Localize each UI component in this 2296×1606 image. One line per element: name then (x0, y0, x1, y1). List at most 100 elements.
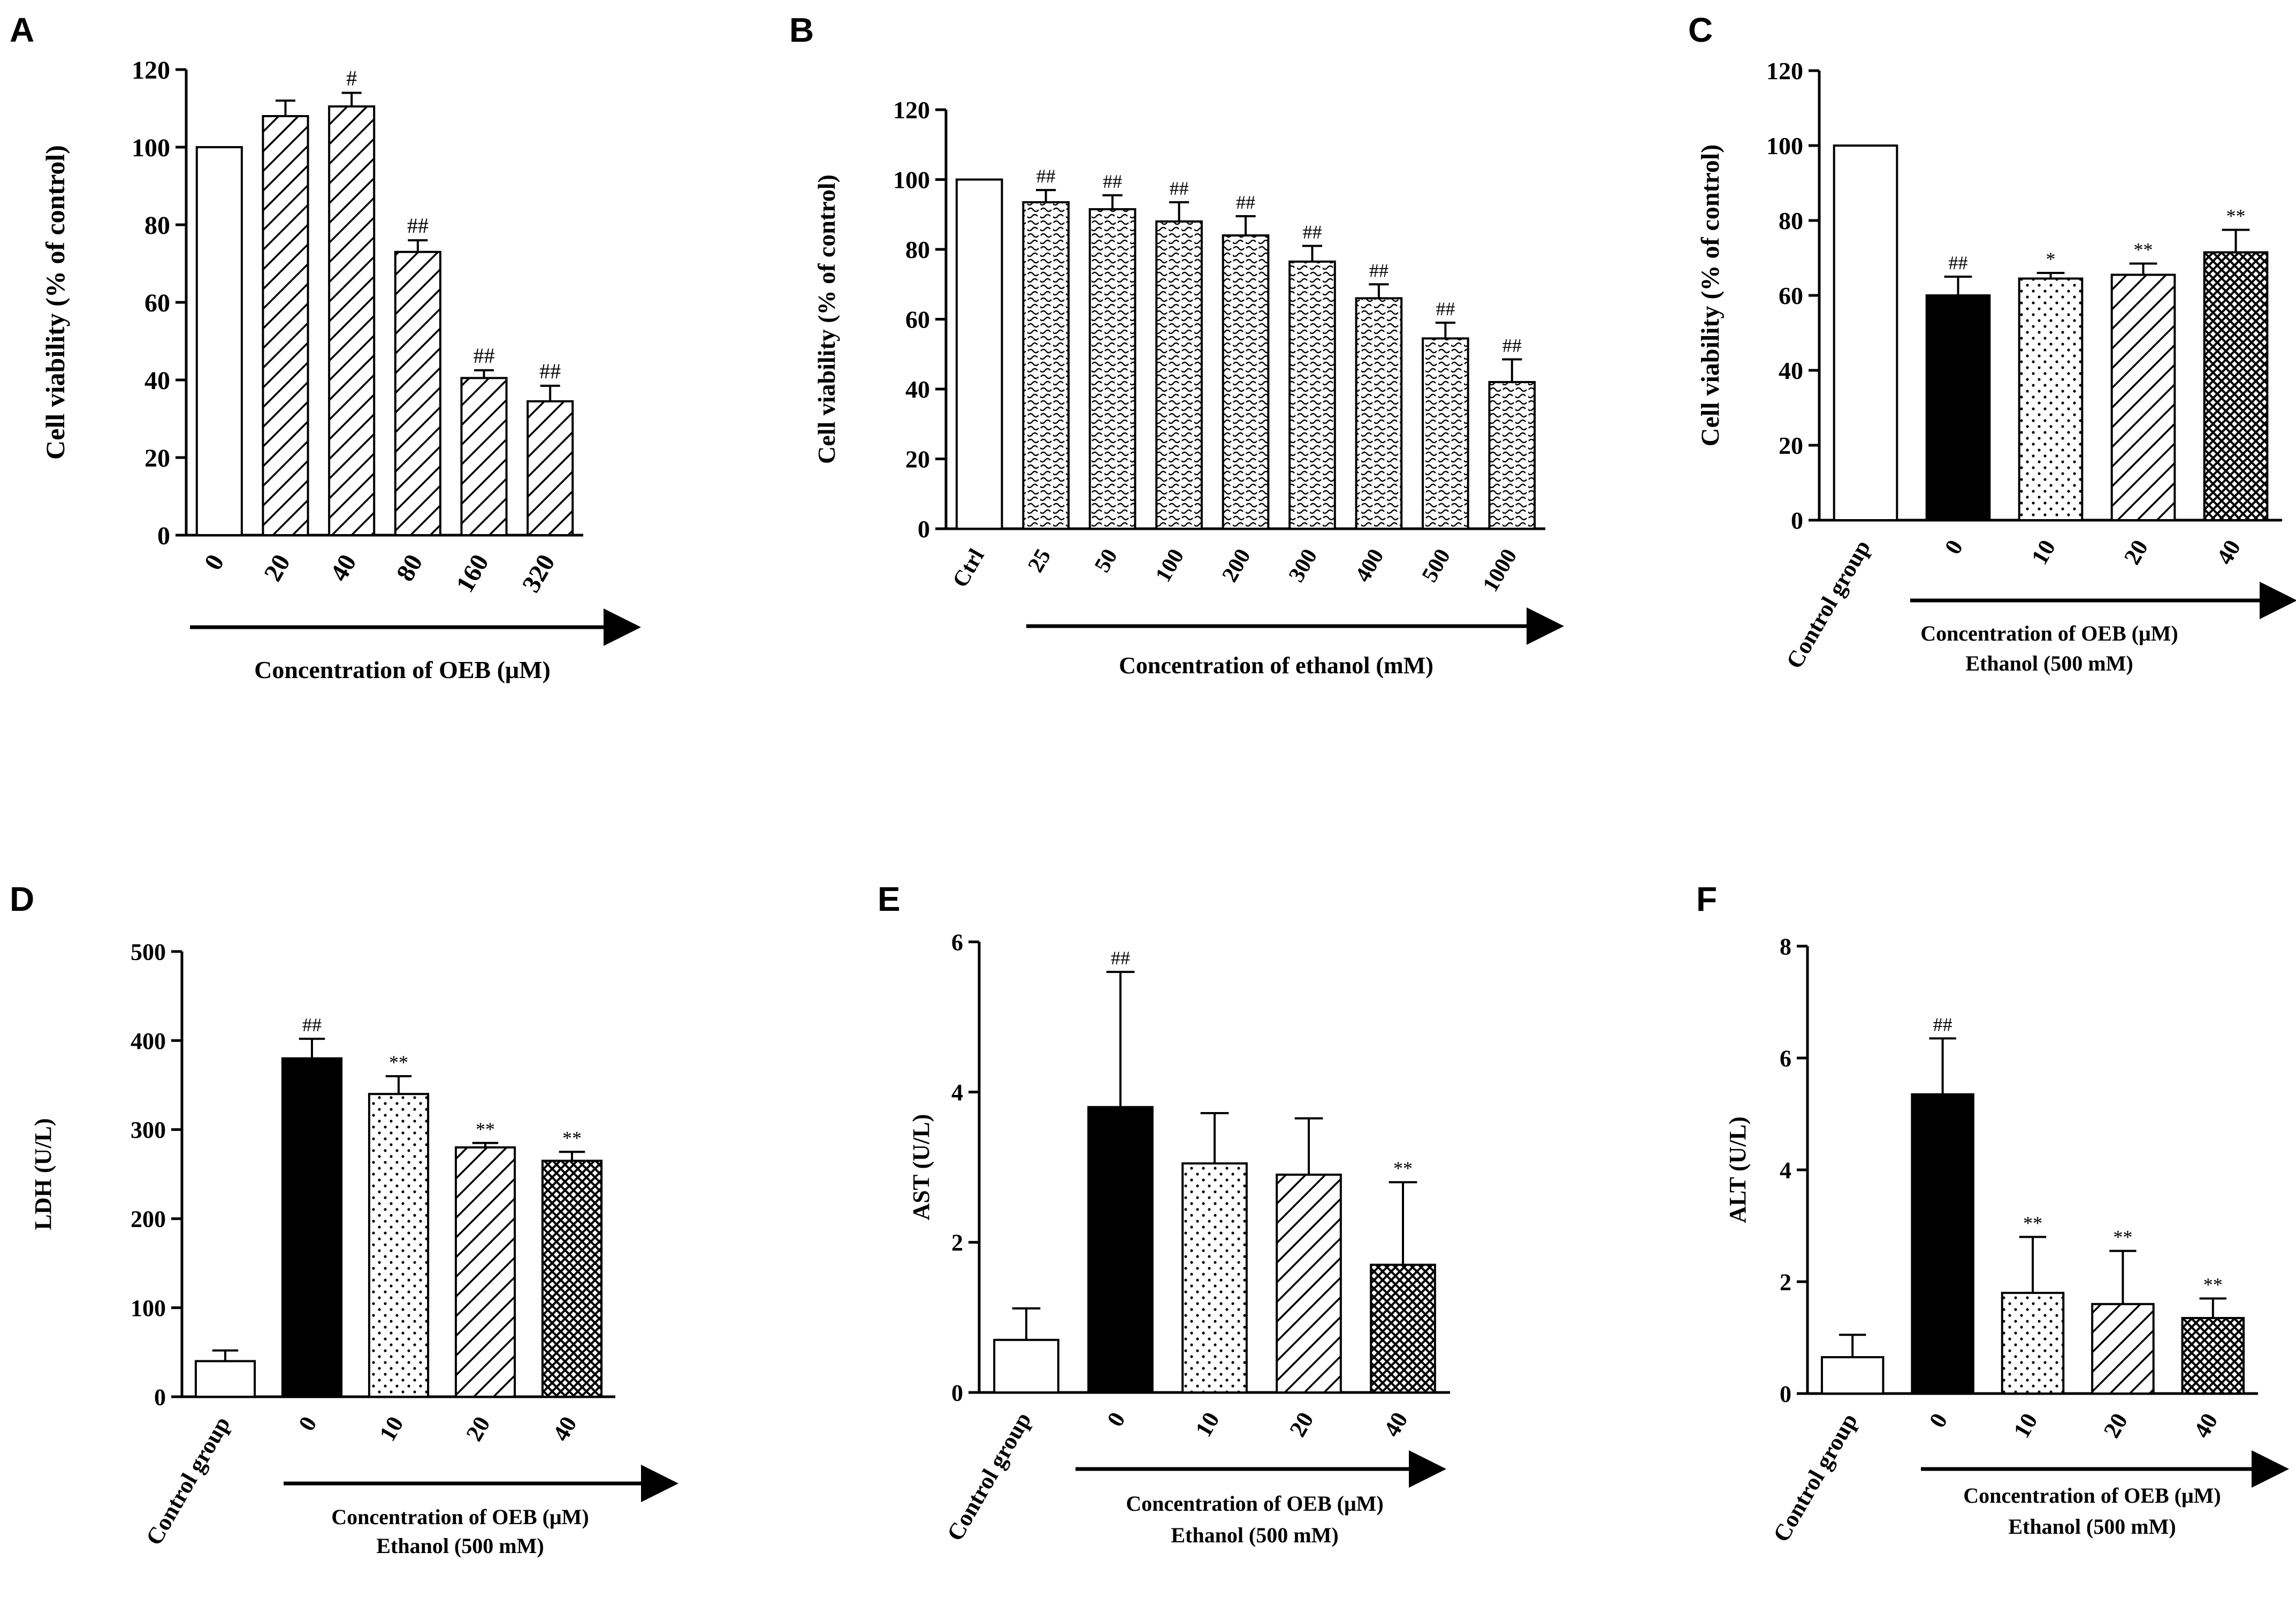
panel-f-category-label: 40 (2188, 1409, 2223, 1443)
panel-a-category-label: 160 (451, 550, 494, 597)
panel-d-x-axis-label: Concentration of OEB (μM) (331, 1505, 589, 1529)
panel-f-category-label: Control group (1768, 1409, 1863, 1547)
panel-f-chart: 0 2 4 6 8 ALT (U/L) Control group ## 0 ** 10 ** 20 **… (1725, 933, 2289, 1547)
panel-e-bar (1370, 1264, 1436, 1394)
panel-e-significance-mark: ## (1111, 947, 1130, 969)
panel-b-bar (1422, 337, 1469, 530)
panel-f: F 0 2 4 6 8 ALT (U/L) Control group ## 0 ** 10 ** 20… (1696, 880, 2289, 1547)
panel-c-y-tick-label: 100 (1766, 132, 1803, 159)
panel-f-y-tick-label: 6 (1780, 1045, 1791, 1071)
panel-b-significance-mark: ## (1036, 165, 1056, 187)
panel-b-bar (1022, 201, 1070, 530)
panel-f-bar (2001, 1291, 2065, 1395)
panel-c-category-label: 10 (2026, 536, 2061, 569)
panel-c-bar (2203, 251, 2269, 521)
panel-c-y-tick-label: 60 (1779, 282, 1803, 309)
panel-e-category-label: 0 (1102, 1408, 1130, 1432)
panel-b-significance-mark: ## (1236, 192, 1255, 213)
panel-f-category-label: 10 (2008, 1409, 2042, 1443)
panel-b-category-label: 200 (1217, 545, 1255, 587)
panel-a-y-tick-label: 40 (144, 367, 170, 395)
panel-c-x-axis-label: Concentration of OEB (μM) (1920, 621, 2178, 645)
panel-f-category-label: 20 (2099, 1409, 2133, 1443)
panel-f-y-axis-label: ALT (U/L) (1725, 1116, 1751, 1223)
panel-e-y-tick-label: 0 (951, 1380, 963, 1406)
panel-e-category-label: 40 (1378, 1408, 1413, 1442)
panel-d-bar (541, 1160, 603, 1398)
panel-b-y-tick-label: 40 (905, 376, 930, 403)
panel-d-significance-mark: ** (476, 1118, 495, 1140)
panel-b-y-tick-label: 60 (905, 306, 930, 333)
panel-b-significance-mark: ## (1369, 260, 1389, 281)
panel-a-significance-mark: ## (539, 359, 561, 383)
panel-b-bar (1488, 380, 1536, 530)
panel-f-bar (1820, 1356, 1885, 1395)
panel-e-y-tick-label: 6 (951, 929, 963, 955)
panel-f-category-label: 0 (1924, 1409, 1952, 1433)
panel-e-x-axis-label: Concentration of OEB (μM) (1126, 1491, 1384, 1516)
panel-d-y-tick-label: 500 (131, 939, 166, 965)
panel-f-bar (2091, 1303, 2155, 1395)
panel-e-bar (1181, 1162, 1248, 1394)
panel-b-y-tick-label: 0 (918, 515, 930, 543)
panel-c-y-tick-label: 0 (1791, 507, 1803, 534)
panel-b-x-axis-label: Concentration of ethanol (mM) (1119, 652, 1433, 679)
panel-c-x-axis-sublabel: Ethanol (500 mM) (1965, 651, 2133, 675)
panel-b-significance-mark: ## (1502, 335, 1522, 356)
panel-c-bar (2018, 277, 2084, 521)
panel-a: A 0 20 40 60 80 100 120 Cell viability (% of co… (10, 11, 641, 683)
panel-a-label: A (10, 11, 34, 49)
panel-a-bar (195, 146, 243, 536)
panel-e-y-tick-label: 4 (951, 1079, 963, 1106)
panel-a-y-tick-label: 80 (144, 211, 170, 240)
panel-f-label: F (1696, 880, 1717, 918)
panel-d-y-tick-label: 200 (131, 1206, 166, 1232)
panel-f-bar (2181, 1316, 2245, 1395)
panel-b-y-tick-label: 120 (893, 96, 930, 124)
panel-c-category-label: Control group (1781, 536, 1875, 673)
panel-e-y-axis-label: AST (U/L) (908, 1114, 934, 1220)
panel-b-y-axis-label: Cell viability (% of control) (813, 174, 840, 464)
panel-a-category-label: 20 (258, 550, 296, 586)
panel-c-bar (2110, 273, 2176, 521)
panel-d-significance-mark: ** (562, 1127, 582, 1148)
panel-a-y-tick-label: 0 (157, 522, 170, 550)
panel-b-label: B (789, 11, 814, 49)
panel-b-significance-mark: ## (1436, 298, 1455, 319)
panel-a-category-label: 320 (517, 550, 561, 597)
panel-b-y-tick-label: 20 (905, 446, 930, 473)
panel-a-y-tick-label: 120 (132, 56, 170, 85)
panel-b-significance-mark: ## (1302, 221, 1322, 242)
panel-b-y-tick-label: 80 (905, 236, 930, 263)
panel-f-significance-mark: ## (1933, 1014, 1952, 1035)
panel-e-bar (1087, 1106, 1154, 1394)
panel-c-label: C (1688, 11, 1713, 49)
panel-a-bar (328, 105, 376, 536)
panel-a-y-tick-label: 100 (132, 134, 170, 162)
panel-b-bar (1155, 220, 1203, 530)
panel-f-x-axis-label: Concentration of OEB (μM) (1963, 1483, 2221, 1508)
panel-c-bar (1925, 294, 1991, 521)
panel-d-y-tick-label: 100 (131, 1295, 166, 1321)
panel-b-category-label: 500 (1417, 545, 1455, 587)
panel-a-significance-mark: ## (407, 214, 429, 238)
panel-c-category-label: 40 (2211, 536, 2246, 569)
panel-d-significance-mark: ## (302, 1014, 322, 1036)
panel-b-significance-mark: ## (1103, 171, 1122, 192)
panel-d-category-label: 10 (374, 1412, 408, 1446)
panel-b-category-label: 1000 (1478, 545, 1522, 596)
panel-c-significance-mark: ** (2226, 205, 2246, 227)
panel-a-bar (460, 377, 508, 536)
panel-c-significance-mark: ## (1949, 252, 1968, 273)
panel-c-significance-mark: * (2046, 248, 2056, 270)
panel-f-bar (1911, 1093, 1974, 1395)
panel-c-y-tick-label: 80 (1779, 207, 1803, 234)
panel-f-significance-mark: ** (2023, 1212, 2042, 1234)
panel-e-y-tick-label: 2 (951, 1230, 963, 1256)
panel-b-chart: 0 20 40 60 80 100 120 Cell viability (% of cont… (813, 96, 1564, 679)
panel-a-bar (262, 115, 309, 536)
